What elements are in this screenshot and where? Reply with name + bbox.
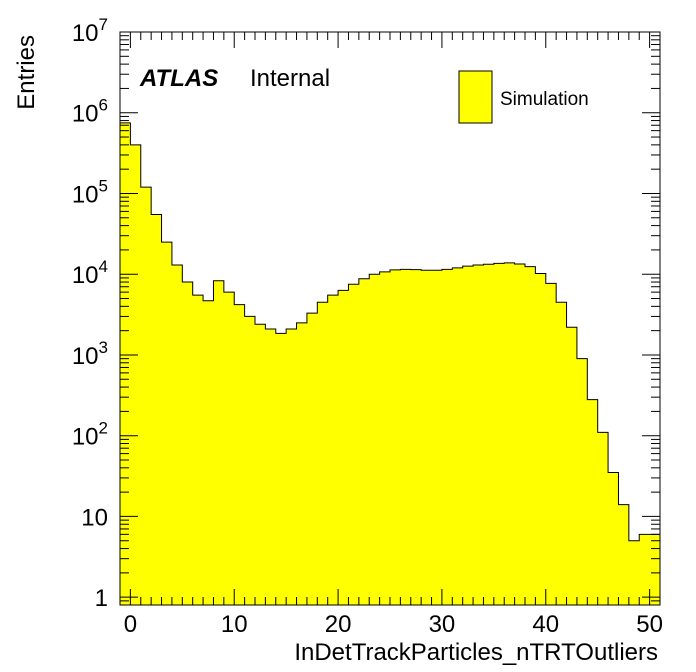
- histogram-bar: [203, 300, 214, 605]
- histogram-bar: [618, 504, 630, 605]
- histogram-bar: [234, 304, 246, 605]
- histogram-bar: [452, 267, 464, 605]
- histogram-bar: [473, 265, 484, 605]
- x-axis-ticks: 0 10 20 30 40 50: [119, 32, 663, 638]
- histogram-outline: [119, 122, 660, 605]
- histogram-bar: [628, 540, 640, 605]
- histogram-bar: [327, 295, 339, 605]
- histogram-bar: [182, 282, 194, 605]
- histogram-bar: [462, 266, 474, 605]
- histogram-bar: [213, 280, 225, 605]
- histogram-bar: [525, 266, 536, 605]
- histogram-bar: [576, 358, 588, 605]
- y-tick-label: 1: [95, 585, 108, 612]
- histogram-bar: [275, 333, 287, 605]
- histogram-bar: [410, 269, 422, 605]
- x-tick-label: 0: [124, 611, 137, 638]
- x-tick-label: 50: [636, 611, 663, 638]
- histogram-bar: [171, 265, 183, 605]
- histogram-bar: [358, 278, 370, 605]
- histogram-bar: [535, 273, 547, 605]
- y-axis-label: Entries: [13, 35, 40, 110]
- histogram-bar: [493, 263, 505, 605]
- histogram-bar: [608, 472, 619, 605]
- histogram-bar: [421, 270, 432, 605]
- histogram-bar: [120, 122, 131, 605]
- histogram-bars: [119, 122, 661, 606]
- y-tick-label: 102: [72, 419, 108, 451]
- histogram-bar: [514, 263, 526, 605]
- histogram-bar: [504, 262, 516, 605]
- histogram-bar: [483, 264, 495, 605]
- y-tick-label: 104: [72, 257, 108, 289]
- x-tick-label: 10: [221, 611, 248, 638]
- x-axis-label: InDetTrackParticles_nTRTOutliers: [294, 639, 658, 666]
- y-tick-label: 105: [72, 176, 108, 208]
- histogram-bar: [400, 269, 412, 605]
- x-tick-label: 30: [429, 611, 456, 638]
- histogram-bar: [639, 534, 651, 605]
- histogram-bar: [545, 283, 557, 605]
- histogram-bar: [649, 534, 661, 605]
- histogram-bar: [265, 328, 277, 605]
- histogram-bar: [151, 214, 162, 605]
- atlas-status-label: Internal: [250, 65, 330, 92]
- histogram-bar: [286, 328, 297, 605]
- histogram-bar: [390, 269, 401, 605]
- histogram-bar: [369, 274, 381, 605]
- histogram-bar: [587, 399, 599, 605]
- x-tick-label: 40: [532, 611, 559, 638]
- histogram-bar: [379, 271, 391, 605]
- histogram-bar: [566, 327, 578, 605]
- histogram-bar: [441, 269, 453, 605]
- y-tick-label: 107: [72, 15, 108, 47]
- histogram-bar: [338, 290, 349, 605]
- histogram-bar: [317, 302, 329, 605]
- histogram-bar: [597, 432, 609, 605]
- histogram-bar: [306, 313, 318, 605]
- y-tick-label: 103: [72, 338, 108, 370]
- histogram-bar: [161, 242, 173, 605]
- atlas-label: ATLAS: [139, 65, 218, 92]
- legend-swatch-simulation: [458, 70, 493, 124]
- y-tick-label: 106: [72, 96, 108, 128]
- histogram-bar: [130, 144, 142, 606]
- histogram-bar: [296, 322, 308, 605]
- histogram-bar: [431, 270, 443, 605]
- x-tick-label: 20: [325, 611, 352, 638]
- y-tick-label: 10: [81, 504, 108, 531]
- histogram-bar: [192, 295, 204, 605]
- y-axis-ticks: 1 10 102 103 104 105 106 107: [72, 15, 660, 612]
- legend-label-simulation: Simulation: [500, 89, 589, 110]
- histogram-bar: [255, 324, 266, 605]
- histogram-bar: [348, 284, 360, 605]
- histogram-bar: [556, 302, 567, 605]
- histogram-bar: [244, 316, 256, 605]
- histogram-bar: [223, 292, 235, 605]
- histogram-bar: [140, 187, 152, 605]
